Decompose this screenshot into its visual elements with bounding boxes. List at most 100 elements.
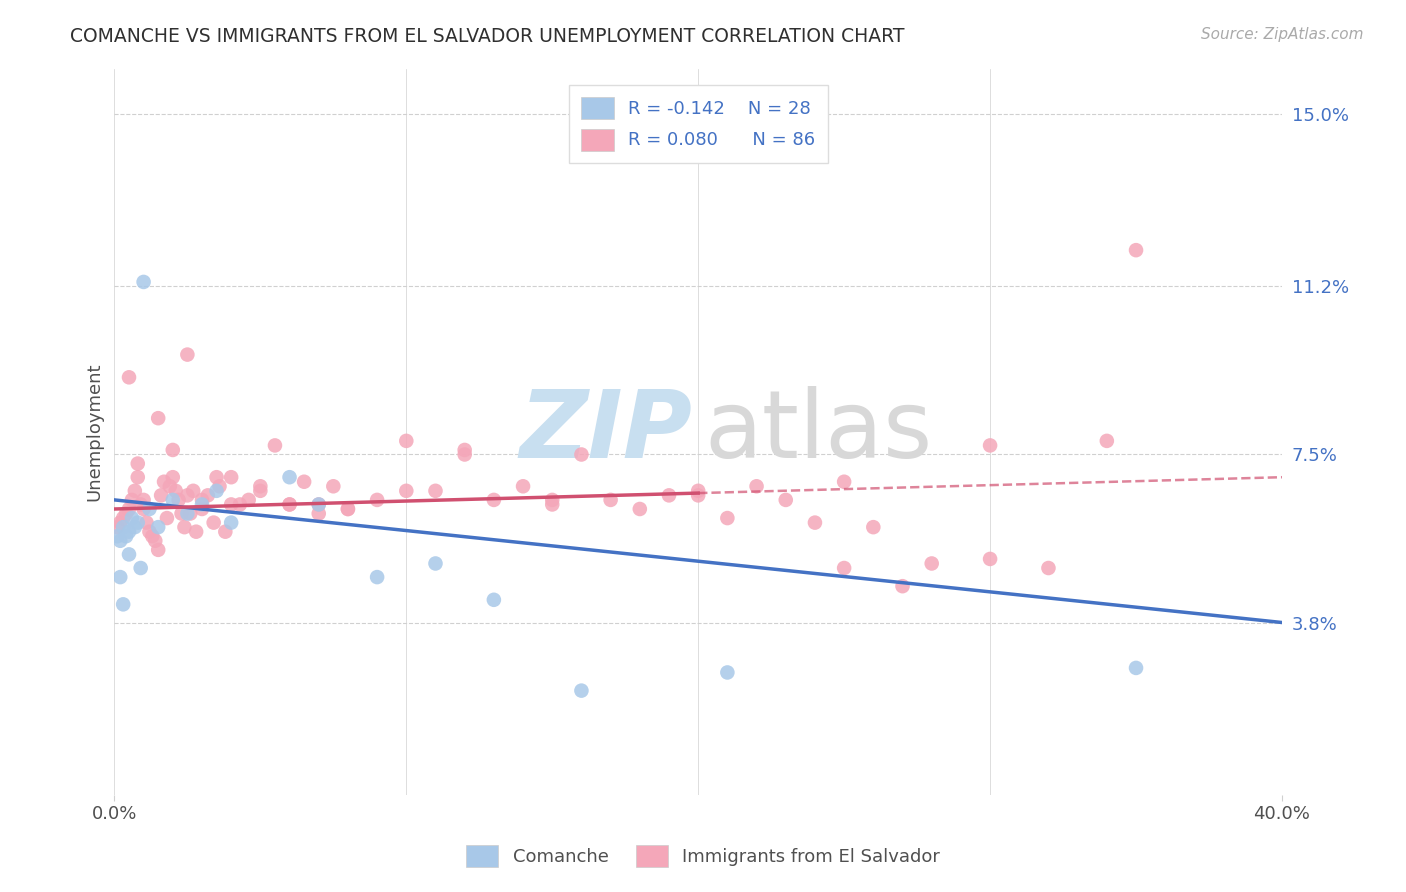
Point	[453, 448, 475, 462]
Point	[176, 348, 198, 362]
Point	[395, 483, 418, 498]
Point	[135, 516, 157, 530]
Point	[249, 483, 271, 498]
Point	[138, 524, 160, 539]
Point	[170, 507, 193, 521]
Point	[112, 511, 135, 525]
Point	[308, 498, 330, 512]
Point	[115, 529, 138, 543]
Point	[176, 507, 198, 521]
Point	[165, 483, 187, 498]
Point	[143, 533, 166, 548]
Point	[205, 470, 228, 484]
Point	[425, 483, 447, 498]
Point	[278, 498, 301, 512]
Point	[425, 557, 447, 571]
Point	[804, 516, 827, 530]
Point	[229, 498, 252, 512]
Point	[512, 479, 534, 493]
Point	[197, 488, 219, 502]
Point	[118, 370, 141, 384]
Point	[716, 511, 738, 525]
Point	[148, 411, 170, 425]
Point	[238, 492, 260, 507]
Point	[1125, 243, 1147, 257]
Point	[153, 475, 176, 489]
Point	[453, 442, 475, 457]
Point	[264, 438, 287, 452]
Point	[541, 492, 564, 507]
Point	[129, 498, 152, 512]
Text: Source: ZipAtlas.com: Source: ZipAtlas.com	[1201, 27, 1364, 42]
Point	[110, 570, 132, 584]
Point	[571, 683, 593, 698]
Point	[181, 483, 204, 498]
Point	[148, 542, 170, 557]
Point	[208, 479, 231, 493]
Point	[278, 470, 301, 484]
Point	[118, 548, 141, 562]
Point	[336, 502, 359, 516]
Point	[112, 598, 135, 612]
Point	[132, 492, 155, 507]
Point	[688, 488, 710, 502]
Point	[599, 492, 621, 507]
Point	[1125, 661, 1147, 675]
Point	[191, 498, 214, 512]
Point	[148, 520, 170, 534]
Point	[127, 516, 149, 530]
Point	[162, 470, 184, 484]
Point	[132, 502, 155, 516]
Point	[110, 533, 132, 548]
Point	[129, 561, 152, 575]
Point	[118, 524, 141, 539]
Point	[191, 492, 214, 507]
Point	[179, 507, 201, 521]
Point	[862, 520, 884, 534]
Point	[162, 442, 184, 457]
Point	[115, 507, 138, 521]
Point	[124, 483, 146, 498]
Point	[395, 434, 418, 448]
Point	[249, 479, 271, 493]
Point	[336, 502, 359, 516]
Legend: Comanche, Immigrants from El Salvador: Comanche, Immigrants from El Salvador	[458, 838, 948, 874]
Point	[832, 561, 855, 575]
Point	[105, 520, 128, 534]
Point	[127, 457, 149, 471]
Text: atlas: atlas	[704, 386, 932, 478]
Point	[205, 483, 228, 498]
Point	[322, 479, 344, 493]
Point	[979, 552, 1001, 566]
Point	[832, 475, 855, 489]
Point	[105, 529, 128, 543]
Point	[214, 524, 236, 539]
Point	[1095, 434, 1118, 448]
Point	[138, 502, 160, 516]
Point	[121, 511, 143, 525]
Point	[173, 520, 195, 534]
Point	[127, 470, 149, 484]
Point	[366, 492, 388, 507]
Point	[219, 498, 242, 512]
Text: ZIP: ZIP	[519, 386, 692, 478]
Point	[745, 479, 768, 493]
Legend: R = -0.142    N = 28, R = 0.080      N = 86: R = -0.142 N = 28, R = 0.080 N = 86	[568, 85, 828, 163]
Point	[167, 492, 190, 507]
Point	[186, 524, 208, 539]
Point	[159, 479, 181, 493]
Point	[688, 483, 710, 498]
Point	[202, 516, 225, 530]
Point	[150, 488, 173, 502]
Point	[716, 665, 738, 680]
Point	[110, 516, 132, 530]
Point	[141, 529, 163, 543]
Point	[482, 592, 505, 607]
Point	[979, 438, 1001, 452]
Point	[121, 492, 143, 507]
Point	[308, 507, 330, 521]
Point	[921, 557, 943, 571]
Point	[219, 516, 242, 530]
Point	[132, 275, 155, 289]
Point	[124, 520, 146, 534]
